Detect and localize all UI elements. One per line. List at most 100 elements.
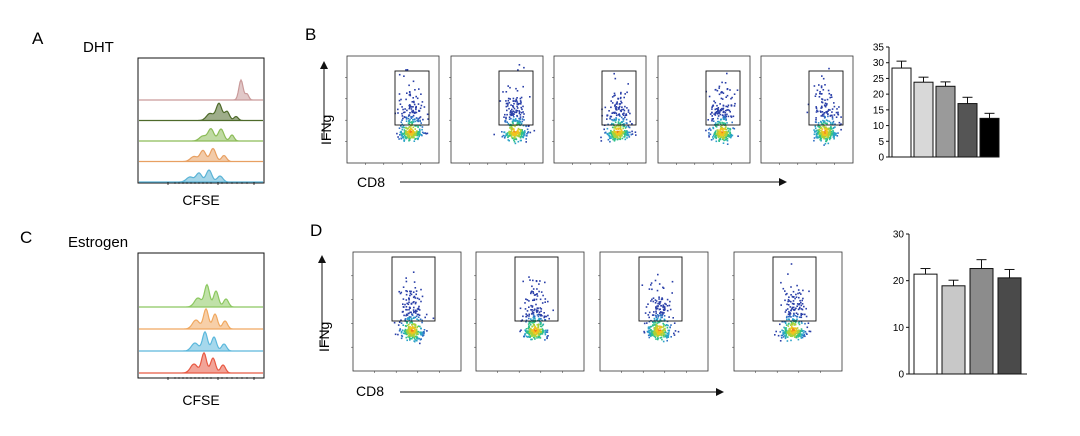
panel-b-event-dot — [611, 119, 613, 121]
panel-d-event-dot — [536, 314, 539, 316]
panel-b-event-dot — [609, 115, 612, 118]
panel-d-event-dot — [409, 322, 411, 324]
panel-b-event-dot — [418, 128, 421, 131]
panel-d-event-dot — [657, 302, 659, 305]
panel-d-event-dot — [531, 306, 534, 308]
panel-d-event-dot — [414, 340, 416, 343]
panel-d-event-dot — [648, 331, 651, 334]
panel-b-event-dot — [407, 115, 410, 118]
panel-b-event-dot — [819, 92, 821, 95]
panel-b-event-dot — [729, 136, 732, 139]
panel-b-event-dot — [827, 142, 830, 145]
panel-d-event-dot — [540, 310, 542, 313]
panel-b-event-dot — [403, 75, 405, 77]
panel-d-event-dot — [528, 330, 530, 332]
panel-b-event-dot — [507, 85, 509, 87]
panel-b-event-dot — [833, 105, 836, 108]
panel-b-event-dot — [505, 100, 507, 102]
panel-b-event-dot — [507, 136, 509, 138]
panel-b-event-dot — [822, 115, 824, 117]
panel-b-event-dot — [622, 125, 625, 128]
panel-b-event-dot — [512, 120, 515, 122]
panel-d-event-dot — [798, 303, 801, 305]
panel-d-event-dot — [411, 314, 414, 317]
panel-b-event-dot — [626, 107, 628, 109]
panel-b-event-dot — [824, 130, 826, 132]
panel-b-event-dot — [511, 113, 513, 116]
panel-b-event-dot — [827, 115, 829, 118]
panel-d-event-dot — [527, 327, 530, 330]
panel-d-event-dot — [406, 302, 408, 305]
panel-b-event-dot — [624, 134, 626, 136]
panel-b-y-tick-label: 0 — [878, 153, 884, 164]
panel-b-event-dot — [714, 114, 717, 116]
panel-b-event-dot — [508, 107, 510, 110]
panel-d-event-dot — [785, 334, 787, 337]
panel-b-event-dot — [419, 116, 422, 118]
panel-d-event-dot — [791, 327, 793, 329]
panel-b-event-dot — [720, 126, 723, 128]
panel-b-event-dot — [617, 137, 619, 139]
panel-d-event-dot — [410, 329, 412, 332]
panel-d-event-dot — [784, 327, 786, 330]
panel-d-event-dot — [660, 311, 662, 314]
panel-b-event-dot — [820, 139, 822, 142]
panel-b-event-dot — [613, 130, 616, 133]
panel-b-event-dot — [526, 135, 528, 137]
panel-b-event-dot — [815, 117, 817, 119]
panel-b-event-dot — [714, 136, 716, 139]
panel-b-event-dot — [724, 127, 727, 129]
panel-b-event-dot — [724, 82, 727, 84]
panel-b-event-dot — [617, 127, 620, 130]
panel-d-event-dot — [646, 322, 648, 324]
panel-d-event-dot — [536, 331, 538, 334]
panel-d-event-dot — [538, 313, 541, 316]
panel-d-event-dot — [651, 334, 654, 337]
panel-b-event-dot — [409, 112, 411, 114]
panel-b-event-dot — [616, 138, 619, 141]
panel-d-y-tick-label: 20 — [893, 276, 905, 287]
panel-b-event-dot — [520, 131, 522, 133]
panel-b-event-dot — [406, 127, 408, 130]
panel-b-gate-2 — [601, 70, 637, 126]
panel-d-event-dot — [786, 292, 788, 295]
panel-b-event-dot — [518, 117, 520, 120]
panel-b-event-dot — [413, 112, 416, 114]
panel-d-event-dot — [785, 309, 787, 311]
panel-b-event-dot — [412, 132, 414, 135]
panel-d-event-dot — [658, 325, 660, 327]
panel-b-event-dot — [816, 135, 818, 137]
panel-d-event-dot — [536, 311, 538, 314]
panel-d-event-dot — [804, 330, 807, 333]
panel-d-event-dot — [411, 330, 413, 332]
panel-b-event-dot — [409, 130, 412, 132]
panel-b-event-dot — [519, 136, 522, 138]
panel-b-event-dot — [408, 126, 411, 128]
panel-d-event-dot — [802, 332, 805, 334]
panel-b-event-dot — [825, 131, 828, 133]
panel-d-event-dot — [796, 327, 799, 329]
panel-b-event-dot — [832, 127, 835, 129]
panel-d-event-dot — [783, 331, 785, 334]
panel-b-event-dot — [825, 104, 828, 106]
panel-b-event-dot — [516, 131, 518, 133]
panel-b-event-dot — [622, 113, 624, 115]
panel-d-gate-1 — [514, 256, 559, 322]
panel-d-event-dot — [645, 306, 648, 308]
panel-d-event-dot — [654, 299, 657, 301]
panel-d-y-axis-label: IFNg — [316, 322, 332, 352]
panel-d-event-dot — [789, 335, 792, 337]
panel-d-event-dot — [415, 328, 418, 331]
panel-b-event-dot — [807, 103, 810, 106]
panel-d-event-dot — [656, 305, 658, 307]
panel-d-event-dot — [657, 330, 659, 333]
panel-b-event-dot — [726, 139, 729, 142]
panel-b-event-dot — [609, 140, 611, 143]
panel-d-event-dot — [535, 280, 538, 282]
panel-d-event-dot — [414, 316, 417, 319]
panel-d-event-dot — [663, 336, 665, 338]
panel-d-event-dot — [405, 336, 408, 339]
panel-d-event-dot — [652, 325, 654, 327]
panel-b-event-dot — [612, 136, 615, 139]
panel-b-event-dot — [722, 130, 725, 133]
